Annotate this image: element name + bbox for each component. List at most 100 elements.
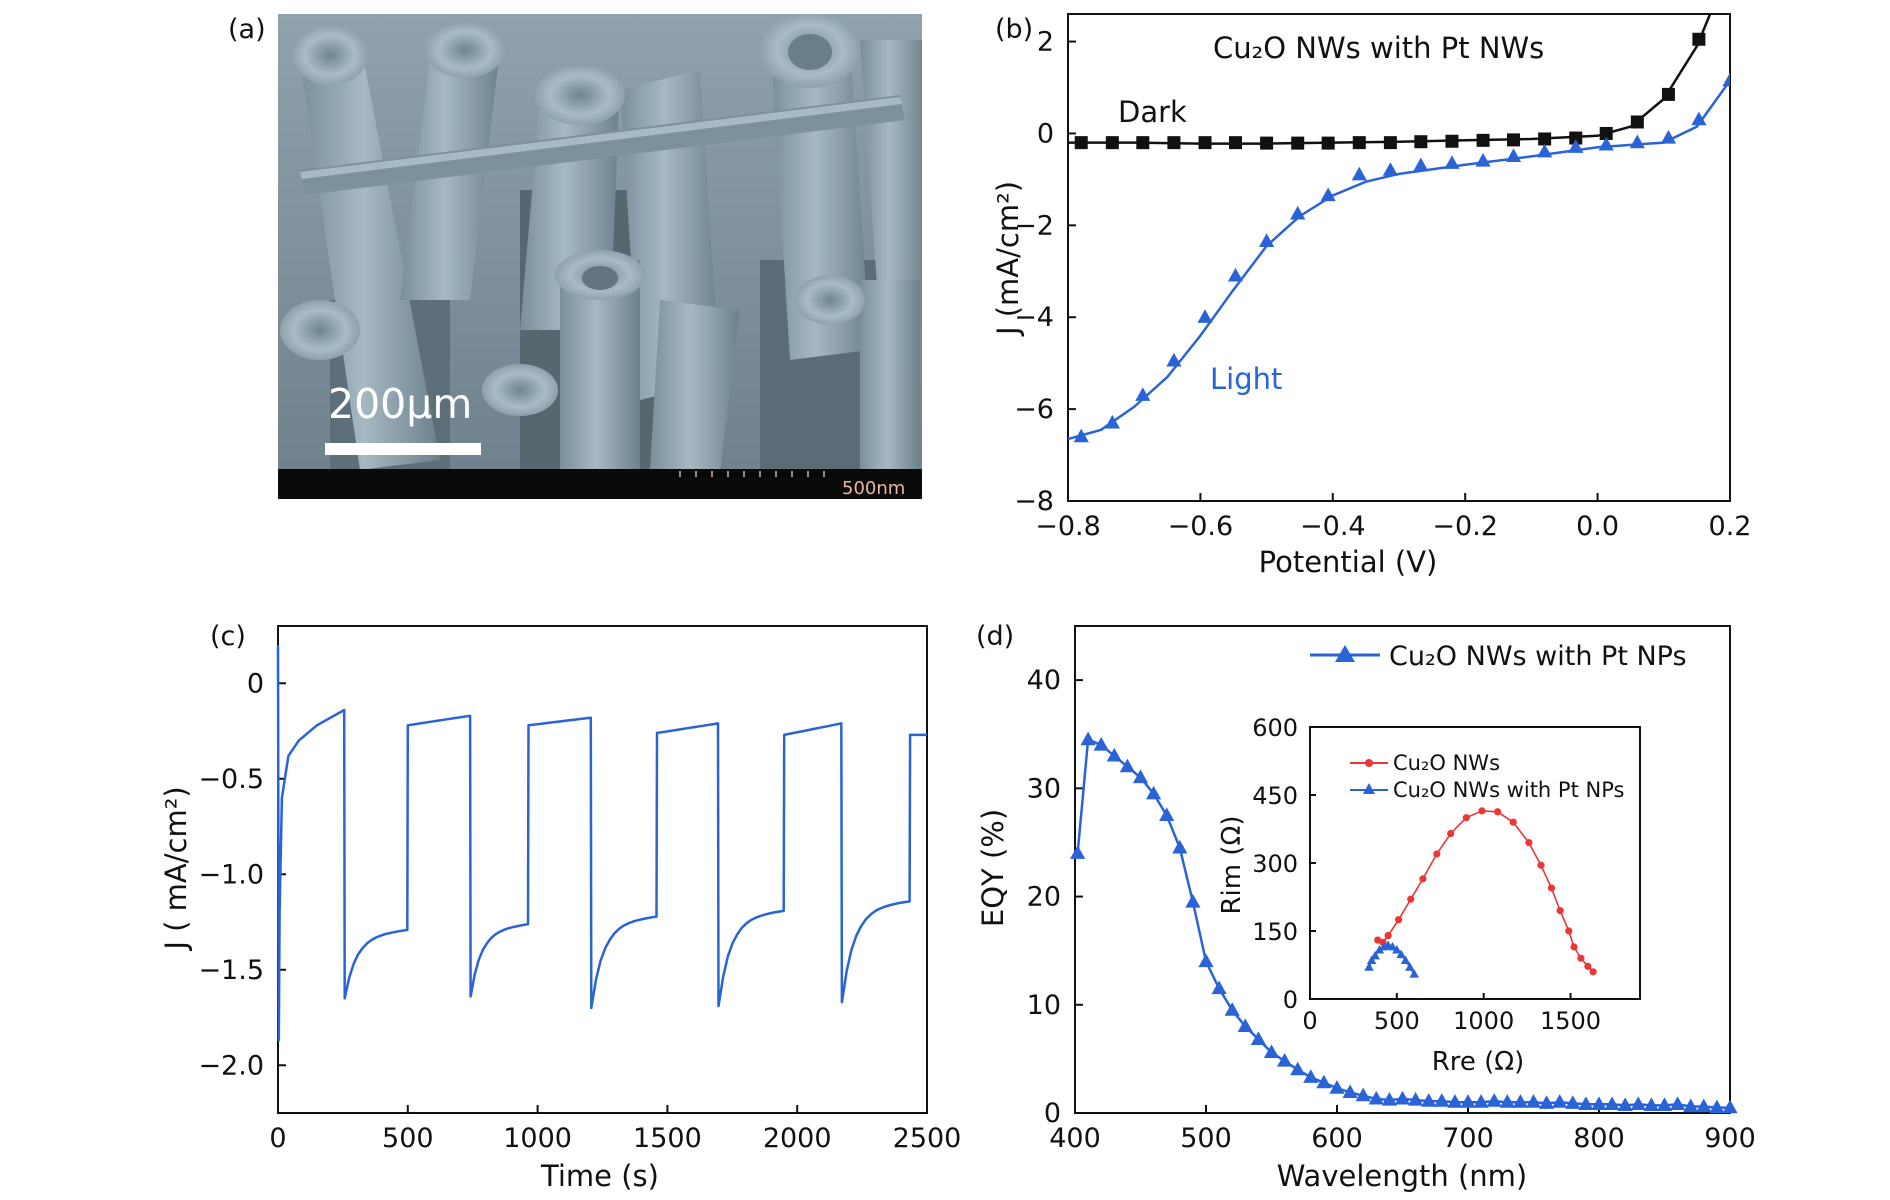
chart-b-point-0-13 <box>1476 133 1490 147</box>
chart-d-point-44 <box>1643 1097 1659 1112</box>
chart-d-point-31 <box>1473 1094 1489 1108</box>
chart-b-point-0-3 <box>1167 136 1181 150</box>
chart-c-xtick-label-4: 2000 <box>763 1123 832 1154</box>
chart-b-point-1-9 <box>1351 166 1367 181</box>
chart-b-point-1-5 <box>1227 267 1244 282</box>
scale-bar-label: 200μm <box>328 380 472 428</box>
panel-c-label: (c) <box>210 621 246 652</box>
inset-point-0-13 <box>1537 861 1545 869</box>
chart-d-xtick-label-1: 500 <box>1180 1123 1232 1154</box>
chart-b-point-1-1 <box>1104 414 1120 429</box>
chart-d-point-13 <box>1237 1018 1253 1033</box>
chart-d-point-14 <box>1250 1031 1266 1046</box>
nanowire-tips <box>280 14 865 416</box>
inset-legend-circle-marker <box>1365 759 1373 767</box>
chart-b-point-0-17 <box>1599 126 1613 140</box>
chart-d-point-2 <box>1093 737 1109 751</box>
chart-b-point-0-12 <box>1445 134 1459 148</box>
chart-b-ytick-label-3: −2 <box>1014 210 1054 241</box>
inset-point-1-7 <box>1392 945 1402 954</box>
inset-legend-triangle-marker <box>1363 783 1375 794</box>
chart-c: 0 500 1000 1500 2000 2500 0 −0.5 −1.0 −1.5 −2.0 T… <box>159 625 961 1193</box>
chart-d-point-5 <box>1132 769 1149 784</box>
inset-point-0-17 <box>1570 943 1578 951</box>
chart-b-point-1-16 <box>1568 139 1584 153</box>
chart-b-title: Cu₂O NWs with Pt NWs <box>1213 31 1544 65</box>
chart-b-point-1-12 <box>1444 155 1460 169</box>
chart-d-point-9 <box>1185 893 1201 908</box>
chart-b: Cu₂O NWs with Pt NWs −0.8 −0.6 −0.4 −0.2 0.0… <box>991 13 1751 579</box>
inset-point-1-1 <box>1366 955 1377 964</box>
chart-c-x-ticks: 0 500 1000 1500 2000 2500 <box>269 1105 961 1154</box>
chart-d-point-10 <box>1198 953 1214 968</box>
chart-b-xtick-label-0: −0.8 <box>1035 511 1101 542</box>
chart-b-point-0-9 <box>1352 136 1366 150</box>
sem-footer-strip <box>278 469 922 499</box>
chart-c-y-ticks: 0 −0.5 −1.0 −1.5 −2.0 <box>198 668 286 1081</box>
chart-b-xtick-label-1: −0.6 <box>1168 511 1234 542</box>
chart-b-point-0-5 <box>1228 136 1242 150</box>
chart-b-annotation-dark: Dark <box>1118 95 1187 129</box>
chart-d-ytick-label-2: 20 <box>1027 882 1061 913</box>
chart-b-xtick-label-3: −0.2 <box>1432 511 1498 542</box>
chart-c-frame <box>277 625 928 1114</box>
chart-d-point-12 <box>1224 1002 1240 1016</box>
chart-d-point-35 <box>1525 1094 1542 1108</box>
chart-b-point-1-21 <box>1722 72 1730 87</box>
chart-b-ytick-label-2: −4 <box>1014 302 1054 333</box>
chart-b-point-1-11 <box>1413 157 1429 172</box>
chart-b-x-ticks: −0.8 −0.6 −0.4 −0.2 0.0 0.2 <box>1035 493 1751 542</box>
chart-b-point-1-3 <box>1166 352 1182 367</box>
inset-frame <box>1309 726 1641 1000</box>
chart-d-ytick-label-4: 40 <box>1027 665 1061 696</box>
chart-b-line-1 <box>1068 79 1730 441</box>
chart-d-point-20 <box>1329 1080 1345 1094</box>
chart-b-ylabel: J (mA/cm²) <box>991 181 1025 337</box>
chart-c-ytick-label-2: −1.0 <box>198 859 264 890</box>
chart-d-point-32 <box>1486 1093 1502 1107</box>
chart-b-point-1-8 <box>1320 187 1336 202</box>
chart-b-point-1-13 <box>1475 153 1491 167</box>
inset-ytick-label-0: 0 <box>1283 986 1298 1014</box>
chart-b-point-0-18 <box>1630 115 1644 129</box>
chart-b-xtick-label-2: −0.4 <box>1300 511 1366 542</box>
chart-d-point-48 <box>1696 1098 1712 1113</box>
chart-b-point-0-10 <box>1383 136 1397 150</box>
chart-c-xtick-label-2: 1000 <box>503 1123 572 1154</box>
inset-ytick-label-4: 600 <box>1252 714 1298 742</box>
chart-b-point-0-14 <box>1507 133 1521 147</box>
inset-point-1-2 <box>1370 950 1380 960</box>
legend-triangle-marker <box>1335 645 1355 662</box>
chart-d-point-47 <box>1683 1098 1699 1113</box>
chart-b-xtick-label-4: 0.0 <box>1576 511 1619 542</box>
chart-d-point-27 <box>1421 1093 1437 1107</box>
inset-point-0-11 <box>1509 818 1517 826</box>
chart-b-xtick-label-5: 0.2 <box>1709 511 1752 542</box>
inset-ytick-label-3: 450 <box>1252 782 1298 810</box>
chart-d-point-6 <box>1146 785 1162 800</box>
inset-point-0-10 <box>1493 808 1502 816</box>
chart-d-point-19 <box>1316 1074 1332 1089</box>
chart-d-point-43 <box>1630 1096 1646 1110</box>
chart-d: 400 500 600 700 800 900 0 10 20 30 40 Cu₂O NWs wi… <box>976 625 1756 1193</box>
inset-point-0-4 <box>1407 895 1415 903</box>
chart-d-point-30 <box>1460 1094 1476 1108</box>
chart-d-point-36 <box>1539 1095 1555 1109</box>
chart-b-point-0-1 <box>1105 136 1119 150</box>
chart-b-point-1-20 <box>1691 111 1707 126</box>
chart-d-legend: Cu₂O NWs with Pt NPs <box>1310 641 1687 672</box>
chart-d-point-17 <box>1290 1061 1306 1076</box>
chart-b-series-1 <box>1068 72 1730 443</box>
chart-d-point-21 <box>1342 1084 1358 1099</box>
chart-b-point-0-16 <box>1569 131 1583 145</box>
chart-b-annotation-light: Light <box>1210 362 1282 396</box>
chart-c-ytick-label-0: 0 <box>247 668 264 699</box>
chart-c-series <box>276 645 927 1042</box>
chart-d-point-18 <box>1303 1069 1319 1083</box>
sem-image: 200μm 500nm <box>278 14 922 499</box>
chart-b-frame <box>1067 13 1731 502</box>
panel-b-label: (b) <box>995 14 1033 45</box>
chart-d-point-39 <box>1578 1096 1594 1110</box>
inset-legend-label-1: Cu₂O NWs <box>1393 751 1500 775</box>
chart-b-point-0-2 <box>1136 136 1150 150</box>
